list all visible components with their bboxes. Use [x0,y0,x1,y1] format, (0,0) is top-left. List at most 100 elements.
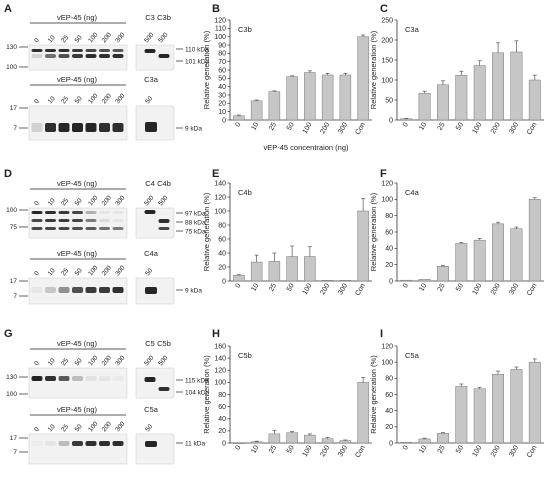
lane-label: 25 [60,423,70,433]
band [144,377,156,382]
bar-10 [418,279,431,282]
lane-label: 0 [33,270,41,278]
band [112,287,124,293]
band [85,54,97,58]
band [31,287,43,293]
band [72,219,83,222]
lane-label: 100 [87,354,100,367]
x-tick-label: 200 [319,444,331,458]
lane-label: 50 [74,197,84,207]
y-tick-label: 80 [218,51,226,58]
size-label: 115 kDa [185,378,209,385]
band [31,123,43,132]
blot-header: vEP-45 (ng) [57,179,98,188]
y-tick-label: 100 [214,208,226,215]
band [31,219,43,222]
y-tick-label: 80 [218,392,226,399]
y-axis-label: Relative generation (%) [369,30,378,109]
band [58,441,70,446]
lane-label: 0 [33,37,41,45]
panel-letter-i: I [380,328,383,340]
band [72,211,83,214]
lane-label: 300 [114,354,127,367]
bar-200 [321,280,334,282]
x-tick-label: 200 [490,121,502,135]
bar-25 [268,433,281,444]
band [31,49,43,52]
x-tick-label: 100 [472,282,484,296]
lane-label: 50 [74,34,84,44]
band [144,49,156,53]
bar-100 [473,239,486,282]
y-tick-label: 100 [381,359,393,366]
band [72,376,83,381]
bar-300 [339,74,352,121]
band [85,49,97,52]
x-tick-label: 50 [455,121,465,131]
lane-label: 50 [144,95,154,105]
band [45,287,56,293]
x-axis-label: vEP-45 concentraion (ng) [263,143,349,152]
control-label: C3 [145,13,155,22]
lane-label: 200 [101,420,114,433]
lane-label: 10 [47,357,57,367]
x-tick-label: 200 [319,282,331,296]
chart-f: 0 20 40 60 80 100 120 0 10 25 50 100 200 300 Con C4a Rel… [369,180,544,297]
x-tick-label: 50 [286,121,296,131]
x-tick-label: 0 [235,444,243,451]
band [145,287,157,294]
band [99,219,110,222]
bar-200 [492,223,505,282]
panel-letter-c: C [380,3,388,15]
lane-label: 50 [144,267,154,277]
band [45,219,56,222]
band [58,54,70,58]
inset-label: C4b [238,188,252,197]
band [45,227,56,230]
size-label: 88 kDa [185,220,206,227]
lane-label: 50 [74,267,84,277]
bar-200 [492,52,505,121]
y-tick-label: 50 [218,76,226,83]
bar-0 [400,441,413,444]
y-tick-label: 90 [218,42,226,49]
bar-25 [268,91,281,121]
y-tick-label: 60 [385,392,393,399]
size-label: 97 kDa [185,211,206,218]
size-label: 110 kDa [185,47,209,54]
x-tick-label: 0 [235,121,243,128]
marker-label: 130 [6,44,17,51]
bar-300 [510,51,523,121]
bar-100 [304,72,316,121]
band [85,211,97,214]
y-tick-label: 60 [218,404,226,411]
x-tick-label: 25 [268,282,278,292]
lane-label: 10 [47,423,57,433]
x-tick-label: 100 [472,121,484,135]
marker-label: 7 [13,449,17,456]
control-label: C4 [145,179,155,188]
bar-Con [357,36,369,121]
y-axis-label: Relative generation (%) [369,355,378,434]
y-tick-label: 120 [381,343,393,350]
x-tick-label: 10 [250,121,260,131]
bar-50 [286,432,298,444]
lane-label: 200 [101,194,114,207]
lane-label: 300 [114,420,127,433]
band [45,49,56,52]
lane-label: 100 [87,92,100,105]
x-tick-label: 100 [302,444,314,458]
band [85,287,97,293]
marker-label: 100 [6,64,17,71]
y-tick-label: 20 [385,424,393,431]
y-tick-label: 10 [218,109,226,116]
lane-label: 0 [33,200,41,208]
control-label: C5 [145,339,155,348]
chart-h: 0 20 40 60 80 100 120 140 160 0 10 25 50 100 200 300 Con… [202,343,372,459]
inset-label: C5a [405,351,420,360]
chart-e: 0 20 40 60 80 100 120 140 0 10 25 50 100 200 300 Con C4b… [202,180,372,297]
x-tick-label: 50 [455,282,465,292]
y-tick-label: 0 [222,278,226,285]
